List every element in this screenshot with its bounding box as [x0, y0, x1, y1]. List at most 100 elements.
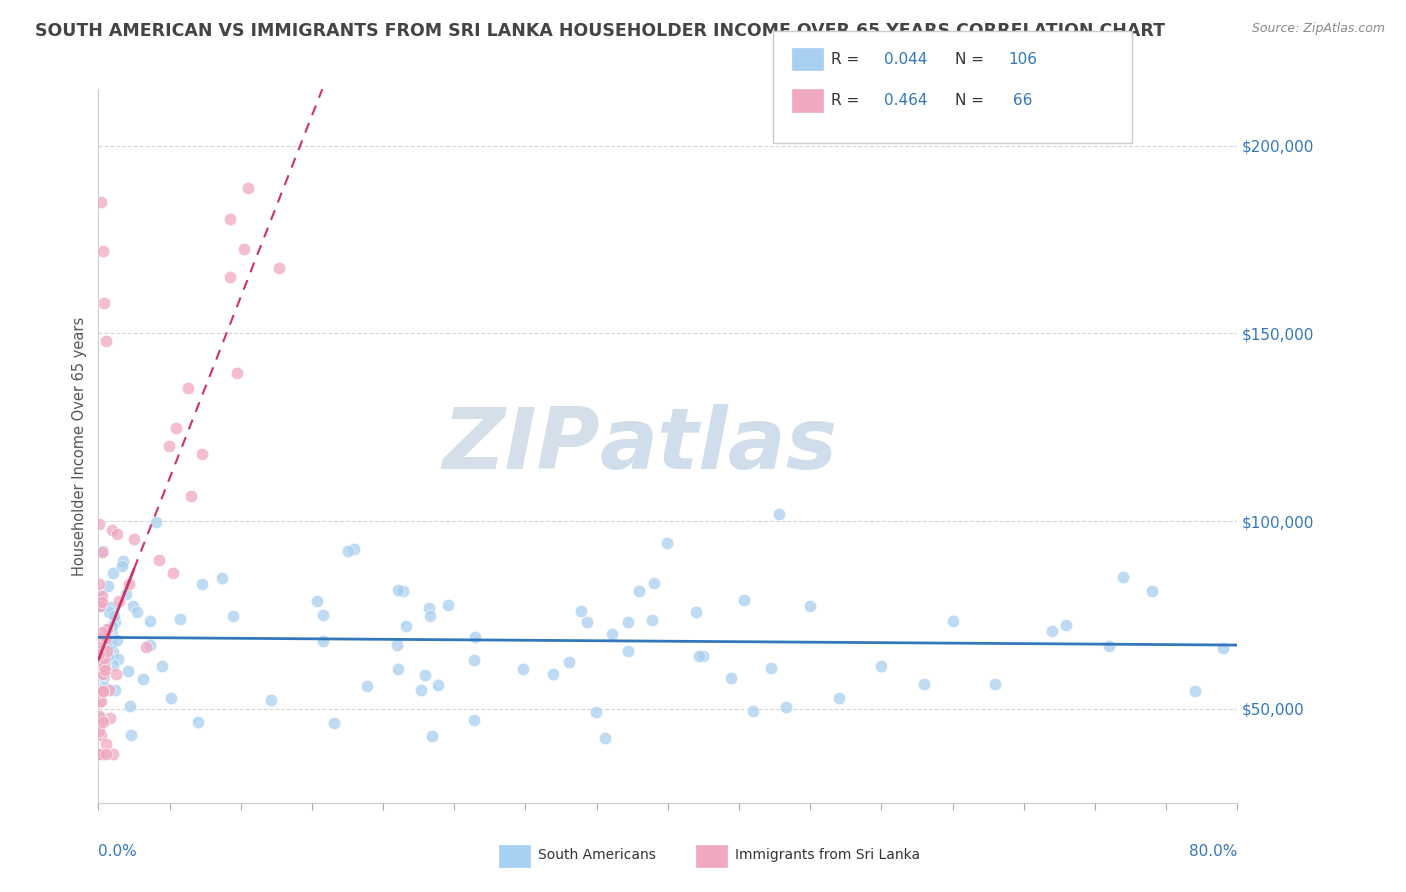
- Point: [94, 334, 117, 348]
- Text: R =: R =: [831, 53, 865, 67]
- Text: 66: 66: [1008, 94, 1032, 108]
- Point: [105, 633, 128, 648]
- Point: [180, 489, 202, 503]
- Point: [1040, 624, 1063, 639]
- Point: [1212, 641, 1234, 656]
- Point: [356, 679, 378, 693]
- Point: [96, 624, 118, 638]
- Point: [1184, 683, 1206, 698]
- Point: [90, 194, 112, 209]
- Point: [118, 577, 141, 591]
- Point: [97, 682, 120, 697]
- Point: [87, 747, 110, 761]
- Point: [111, 554, 134, 568]
- Point: [94, 747, 117, 761]
- Point: [87, 724, 110, 739]
- Point: [87, 516, 110, 531]
- Point: [233, 243, 256, 257]
- Point: [420, 729, 443, 743]
- Point: [761, 661, 783, 675]
- Point: [91, 544, 114, 558]
- Point: [104, 615, 127, 629]
- Point: [91, 747, 114, 761]
- Text: SOUTH AMERICAN VS IMMIGRANTS FROM SRI LANKA HOUSEHOLDER INCOME OVER 65 YEARS COR: SOUTH AMERICAN VS IMMIGRANTS FROM SRI LA…: [35, 22, 1166, 40]
- Point: [96, 624, 118, 639]
- Point: [94, 664, 117, 678]
- Point: [103, 645, 125, 659]
- Point: [103, 566, 125, 580]
- Point: [91, 714, 114, 729]
- Text: 0.464: 0.464: [884, 94, 928, 108]
- Point: [87, 695, 110, 709]
- Point: [90, 747, 112, 761]
- Point: [93, 296, 115, 310]
- Point: [742, 704, 765, 718]
- Point: [870, 659, 893, 673]
- Point: [260, 693, 283, 707]
- Point: [617, 644, 640, 658]
- Point: [190, 447, 212, 461]
- Point: [97, 606, 120, 620]
- Point: [1112, 570, 1135, 584]
- Text: 106: 106: [1008, 53, 1038, 67]
- Point: [177, 381, 200, 395]
- Point: [138, 614, 160, 628]
- Point: [218, 212, 240, 227]
- Point: [419, 609, 441, 624]
- Point: [105, 526, 128, 541]
- Point: [122, 599, 145, 613]
- Point: [127, 605, 149, 619]
- Point: [463, 653, 485, 667]
- Point: [97, 649, 120, 664]
- Point: [692, 648, 714, 663]
- Point: [343, 542, 366, 557]
- Text: R =: R =: [831, 94, 865, 108]
- Point: [90, 662, 112, 676]
- Point: [640, 613, 662, 627]
- Point: [165, 420, 187, 434]
- Point: [312, 633, 335, 648]
- Point: [91, 244, 114, 258]
- Point: [148, 553, 170, 567]
- Point: [385, 638, 408, 652]
- Point: [101, 658, 124, 673]
- Point: [191, 577, 214, 591]
- Point: [187, 714, 209, 729]
- Point: [87, 684, 110, 698]
- Point: [411, 683, 433, 698]
- Point: [768, 507, 790, 521]
- Point: [107, 652, 129, 666]
- Point: [87, 709, 110, 723]
- Text: Source: ZipAtlas.com: Source: ZipAtlas.com: [1251, 22, 1385, 36]
- Point: [90, 710, 112, 724]
- Point: [93, 658, 115, 673]
- Point: [595, 731, 617, 745]
- Point: [89, 747, 111, 761]
- Point: [93, 680, 115, 694]
- Point: [90, 694, 112, 708]
- Text: South Americans: South Americans: [538, 848, 657, 863]
- Point: [90, 589, 112, 603]
- Point: [1056, 618, 1078, 632]
- Point: [118, 699, 141, 714]
- Point: [89, 599, 111, 613]
- Point: [101, 523, 124, 537]
- Point: [942, 614, 965, 628]
- Point: [159, 690, 181, 705]
- Point: [139, 638, 162, 652]
- Point: [93, 683, 115, 698]
- Point: [418, 600, 440, 615]
- Point: [120, 728, 142, 742]
- Point: [89, 747, 111, 761]
- Point: [98, 711, 121, 725]
- Point: [89, 644, 111, 658]
- Point: [96, 631, 118, 645]
- Point: [90, 545, 112, 559]
- Point: [101, 747, 124, 761]
- Point: [463, 713, 485, 727]
- Point: [323, 716, 346, 731]
- Point: [688, 649, 710, 664]
- Point: [437, 598, 460, 612]
- Point: [541, 666, 564, 681]
- Point: [387, 582, 409, 597]
